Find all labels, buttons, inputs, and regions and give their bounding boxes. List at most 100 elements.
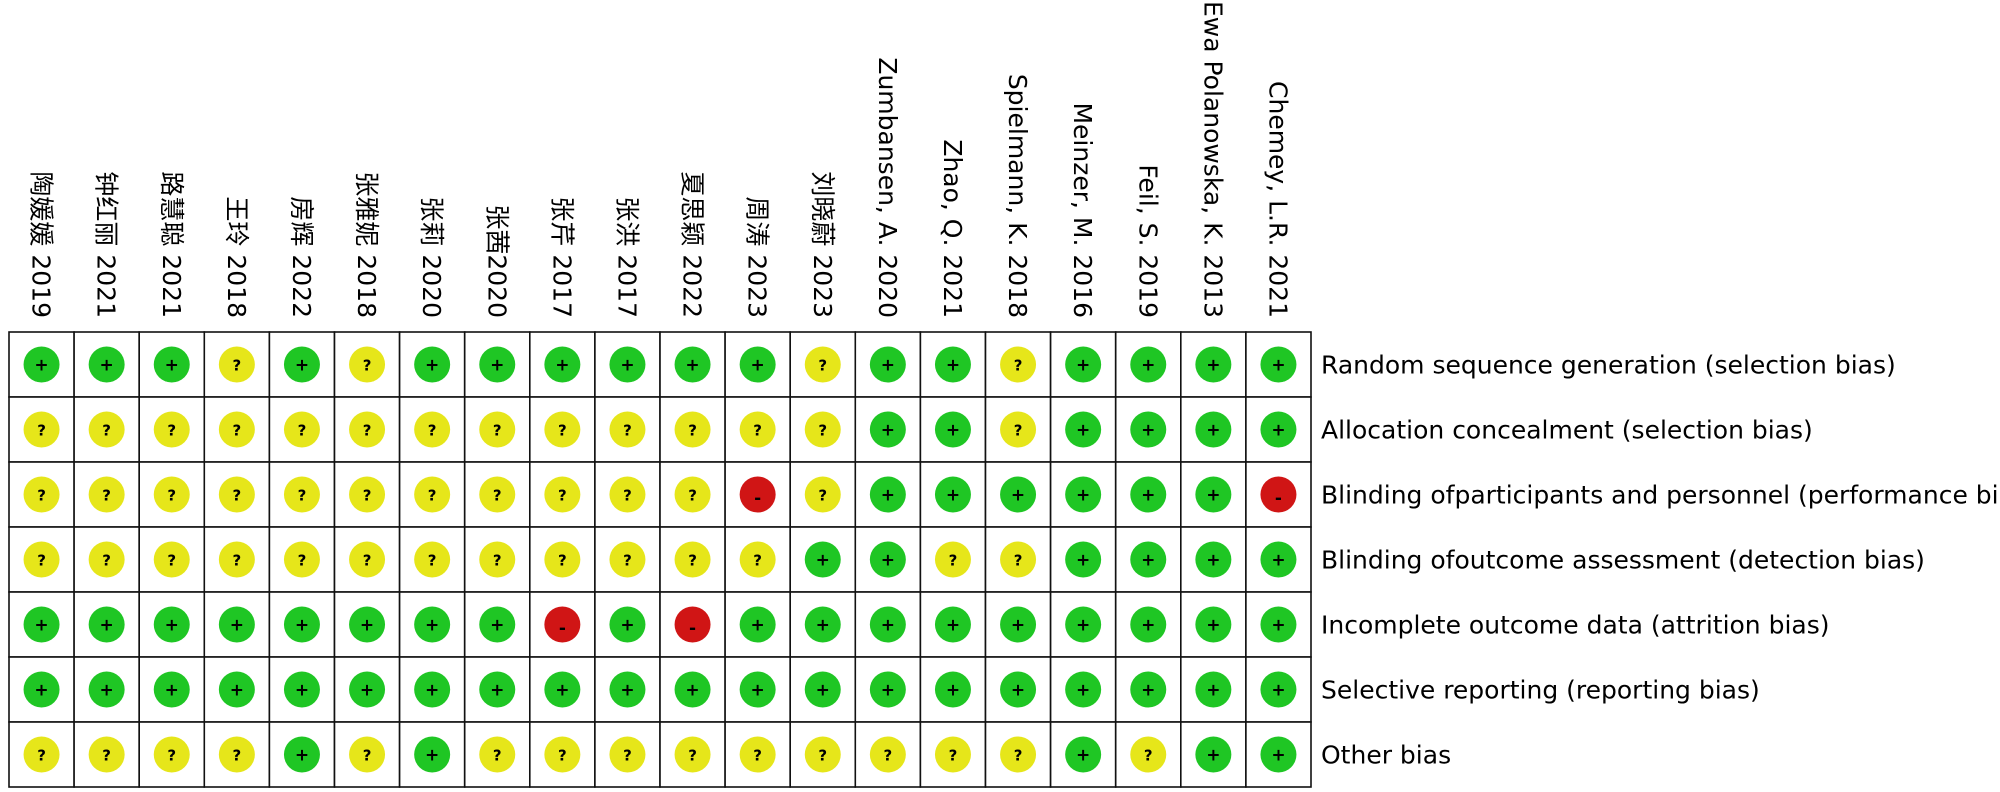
rating-symbol: +: [751, 356, 765, 376]
rating-symbol: +: [100, 356, 114, 376]
rating-cell: [268, 396, 336, 463]
rating-symbol: +: [685, 681, 699, 701]
rating-mark-unclear: [1000, 736, 1037, 773]
rating-mark-low: [1130, 671, 1167, 708]
rating-symbol: +: [1011, 681, 1025, 701]
rating-symbol: ?: [949, 552, 958, 570]
rating-mark-low: [739, 671, 776, 708]
rating-mark-unclear: [609, 411, 646, 448]
study-label: 钟红丽 2021: [92, 171, 121, 318]
rating-symbol: ?: [623, 747, 632, 765]
rating-symbol: +: [620, 356, 634, 376]
rating-cell: [1245, 656, 1312, 723]
rating-mark-low: [869, 606, 906, 643]
rating-symbol: +: [165, 356, 179, 376]
study-label: Chemey, L.R. 2021: [1263, 81, 1292, 318]
rating-mark-unclear: [88, 411, 125, 448]
rating-mark-low: [1130, 606, 1167, 643]
rating-cell: [8, 591, 75, 658]
rating-symbol: ?: [1014, 357, 1023, 375]
rating-mark-low: [1130, 476, 1167, 513]
rating-symbol: ?: [558, 552, 567, 570]
rating-mark-low: [218, 606, 255, 643]
rating-mark-low: [934, 606, 971, 643]
rating-symbol: ?: [623, 552, 632, 570]
rating-symbol: +: [881, 616, 895, 636]
rating-mark-low: [1260, 606, 1297, 643]
rating-mark-low: [1195, 476, 1232, 513]
rating-mark-unclear: [153, 541, 190, 578]
rating-mark-low: [414, 671, 451, 708]
rating-symbol: ?: [688, 487, 697, 505]
rating-mark-unclear: [349, 476, 386, 513]
rating-symbol: ?: [363, 422, 372, 440]
rating-symbol: ?: [493, 487, 502, 505]
rating-mark-unclear: [544, 411, 581, 448]
rating-mark-low: [479, 346, 516, 383]
rating-symbol: ?: [428, 487, 437, 505]
study-label: 张莉 2020: [417, 196, 446, 318]
rating-symbol: +: [360, 616, 374, 636]
rating-symbol: +: [1076, 681, 1090, 701]
rating-symbol: -: [754, 489, 761, 509]
rating-symbol: +: [295, 746, 309, 766]
study-label: Ewa Polanowska, K. 2013: [1198, 1, 1227, 318]
rating-cell: [528, 591, 596, 658]
rating-mark-unclear: [934, 541, 971, 578]
rating-symbol: +: [816, 681, 830, 701]
rating-mark-unclear: [674, 541, 711, 578]
rating-mark-unclear: [869, 736, 906, 773]
rating-symbol: +: [555, 681, 569, 701]
rating-mark-low: [283, 346, 320, 383]
rating-symbol: +: [555, 356, 569, 376]
rating-mark-low: [153, 671, 190, 708]
rating-mark-unclear: [349, 736, 386, 773]
rating-mark-low: [674, 671, 711, 708]
rating-mark-unclear: [739, 736, 776, 773]
rating-symbol: ?: [688, 552, 697, 570]
rating-mark-unclear: [544, 476, 581, 513]
rating-mark-unclear: [349, 541, 386, 578]
rating-symbol: ?: [1014, 747, 1023, 765]
rating-symbol: +: [1271, 681, 1285, 701]
rating-symbol: ?: [102, 422, 111, 440]
study-label: Zhao, Q. 2021: [938, 139, 967, 318]
rating-symbol: +: [1271, 616, 1285, 636]
rating-mark-low: [1195, 346, 1232, 383]
rating-symbol: ?: [298, 487, 307, 505]
rating-mark-low: [1260, 736, 1297, 773]
rating-mark-low: [153, 346, 190, 383]
rating-symbol: +: [751, 616, 765, 636]
rating-mark-high: [544, 606, 581, 643]
rating-mark-unclear: [739, 541, 776, 578]
study-label: Spielmann, K. 2018: [1003, 74, 1032, 318]
rating-mark-unclear: [804, 476, 841, 513]
rating-mark-low: [414, 736, 451, 773]
rating-mark-unclear: [153, 411, 190, 448]
rating-mark-unclear: [153, 476, 190, 513]
rating-mark-low: [934, 346, 971, 383]
rating-symbol: +: [1076, 486, 1090, 506]
rating-symbol: ?: [232, 487, 241, 505]
rating-mark-unclear: [349, 411, 386, 448]
rating-mark-unclear: [414, 541, 451, 578]
rating-symbol: +: [751, 681, 765, 701]
rating-symbol: ?: [167, 552, 176, 570]
rating-mark-unclear: [23, 476, 60, 513]
rating-mark-unclear: [1130, 736, 1167, 773]
rating-symbol: ?: [558, 747, 567, 765]
study-label: 路慧聪 2021: [157, 171, 186, 318]
rating-symbol: ?: [753, 422, 762, 440]
domain-label: Blinding ofoutcome assessment (detection…: [1321, 546, 1925, 575]
rating-symbol: ?: [37, 552, 46, 570]
rating-mark-low: [88, 606, 125, 643]
rating-symbol: ?: [688, 422, 697, 440]
rating-symbol: ?: [102, 552, 111, 570]
rating-symbol: ?: [558, 487, 567, 505]
rating-mark-unclear: [218, 411, 255, 448]
rating-symbol: -: [689, 619, 696, 639]
rating-mark-low: [349, 606, 386, 643]
rating-symbol: +: [946, 681, 960, 701]
study-label: 王玲 2018: [222, 196, 251, 318]
rating-mark-unclear: [283, 476, 320, 513]
